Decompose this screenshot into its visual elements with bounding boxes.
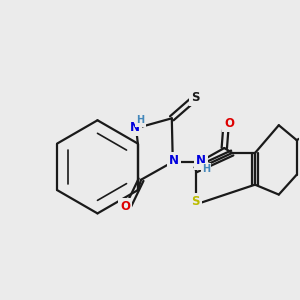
Text: S: S bbox=[191, 195, 200, 208]
Text: N: N bbox=[169, 154, 179, 167]
Text: H: H bbox=[136, 115, 145, 125]
Text: S: S bbox=[191, 91, 200, 104]
Text: N: N bbox=[196, 154, 206, 167]
Text: O: O bbox=[224, 117, 234, 130]
Text: O: O bbox=[120, 200, 130, 213]
Text: H: H bbox=[202, 164, 210, 174]
Text: N: N bbox=[130, 121, 140, 134]
